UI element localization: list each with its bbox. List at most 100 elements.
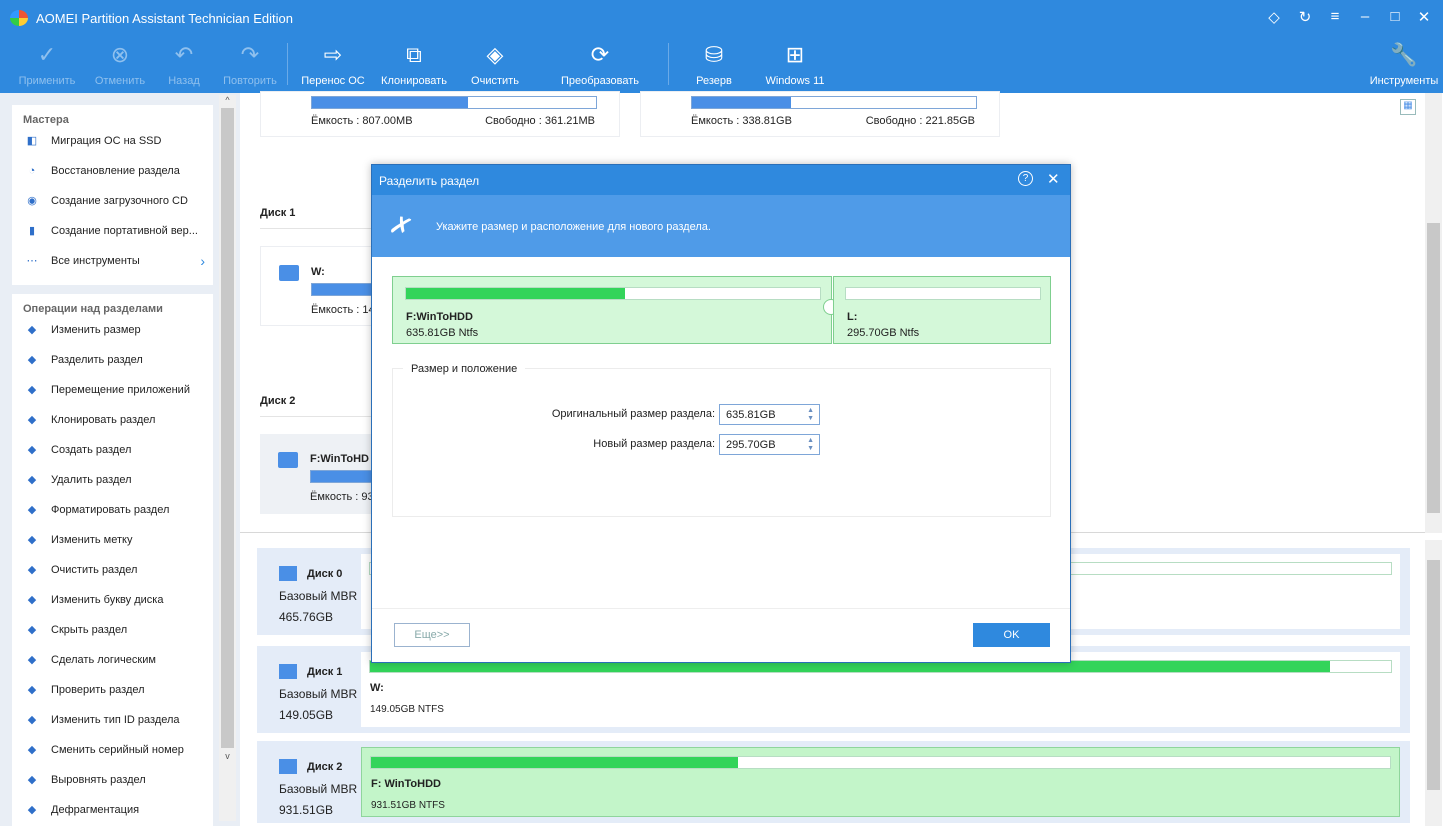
- capacity-text: Ёмкость : 807.00MB: [311, 115, 413, 127]
- disk2-heading: Диск 2: [260, 395, 296, 407]
- partition-usage-fill: [370, 661, 1330, 672]
- sidebar-item[interactable]: ⋯ Все инструменты ›: [12, 246, 213, 276]
- sidebar-item-icon: ◆: [27, 684, 37, 696]
- sidebar-item-label: Форматировать раздел: [51, 504, 170, 516]
- sidebar-scrollbar[interactable]: ^ v: [219, 95, 236, 821]
- partition-card-w[interactable]: W: Ёмкость : 14: [260, 246, 391, 326]
- ok-button[interactable]: OK: [973, 623, 1050, 647]
- cancel-circle-icon: ⊗: [110, 42, 130, 67]
- disk-type: Базовый MBR: [279, 782, 358, 796]
- left-partition-block[interactable]: F:WinToHDD 635.81GB Ntfs: [392, 276, 832, 344]
- diskmap-scrollbar[interactable]: [1425, 540, 1442, 826]
- sidebar-item-icon: ⋯: [26, 255, 38, 267]
- split-partition-dialog: Разделить раздел ? ✕ ✗ Укажите размер и …: [371, 164, 1071, 663]
- toolbar-button-0[interactable]: ✓ Применить: [7, 37, 87, 93]
- disk-partition-area[interactable]: W: 149.05GB NTFS: [361, 652, 1400, 727]
- sidebar-item-label: Все инструменты: [51, 255, 140, 267]
- toolbar-button-9[interactable]: ⊞ Windows 11: [755, 37, 835, 93]
- sidebar-item-label: Изменить метку: [51, 534, 133, 546]
- partition-name: F: WinToHDD: [371, 778, 441, 790]
- disk-name: Диск 0: [307, 568, 343, 580]
- sidebar-item-label: Клонировать раздел: [51, 414, 156, 426]
- toolbar-button-4[interactable]: ⇨ Перенос ОС: [293, 37, 373, 93]
- sidebar-item[interactable]: ◆ Выровнять раздел: [12, 765, 213, 795]
- sidebar-item-icon: ◆: [27, 804, 37, 816]
- sidebar-item[interactable]: ◆ Изменить размер: [12, 315, 213, 345]
- sidebar-item-icon: ◆: [27, 474, 37, 486]
- help-icon[interactable]: ?: [1018, 171, 1033, 186]
- sidebar-item-icon: ◆: [27, 714, 37, 726]
- sidebar-item-icon: ◆: [27, 354, 37, 366]
- wipe-icon: ◈: [486, 42, 504, 67]
- sidebar-item-label: Перемещение приложений: [51, 384, 190, 396]
- refresh-icon[interactable]: ↻: [1298, 9, 1312, 26]
- sidebar-item[interactable]: ◆ Скрыть раздел: [12, 615, 213, 645]
- close-button[interactable]: ✕: [1417, 9, 1431, 26]
- upgrade-diamond-icon[interactable]: ◇: [1268, 9, 1280, 26]
- original-size-stepper[interactable]: 635.81GB ▲ ▼: [719, 404, 820, 425]
- sidebar-item-icon: ◆: [27, 564, 37, 576]
- toolbar-button-10[interactable]: 🔧 Инструменты: [1365, 37, 1443, 93]
- sidebar-item[interactable]: ◧ Миграция ОС на SSD: [12, 126, 213, 156]
- toolbar-button-3[interactable]: ↷ Повторить: [210, 37, 290, 93]
- toolbar-separator: [287, 43, 288, 85]
- sidebar-item[interactable]: ◆ Изменить метку: [12, 525, 213, 555]
- partition-name: W:: [370, 682, 384, 694]
- sidebar-scroll-thumb[interactable]: [221, 108, 234, 748]
- right-partition-block[interactable]: L: 295.70GB Ntfs: [833, 276, 1051, 344]
- sidebar-item-label: Миграция ОС на SSD: [51, 135, 162, 147]
- dialog-title-bar: Разделить раздел ? ✕: [372, 165, 1070, 195]
- toolbar-label: Отменить: [94, 75, 146, 87]
- toolbar-button-7[interactable]: ⟳ Преобразовать: [560, 37, 640, 93]
- redo-icon: ↷: [240, 42, 260, 67]
- sidebar-item[interactable]: ◆ Разделить раздел: [12, 345, 213, 375]
- sidebar-item[interactable]: ◆ Перемещение приложений: [12, 375, 213, 405]
- disk-name: Диск 2: [307, 761, 343, 773]
- sidebar-item[interactable]: ◆ Изменить букву диска: [12, 585, 213, 615]
- toolbar-label: Клонировать: [381, 75, 447, 87]
- sidebar-item[interactable]: ◆ Создать раздел: [12, 435, 213, 465]
- partition-card-f[interactable]: F:WinToHD Ёмкость : 93: [260, 434, 390, 514]
- sidebar-item[interactable]: ◆ Клонировать раздел: [12, 405, 213, 435]
- toolbar-button-2[interactable]: ↶ Назад: [144, 37, 224, 93]
- sidebar-item-icon: ◆: [27, 504, 37, 516]
- view-toggle-icon[interactable]: ▦: [1400, 99, 1416, 115]
- sidebar-item[interactable]: ◆ Сменить серийный номер: [12, 735, 213, 765]
- maximize-button[interactable]: □: [1390, 8, 1400, 25]
- dialog-close-button[interactable]: ✕: [1047, 171, 1060, 188]
- sidebar-item[interactable]: ◉ Создание загрузочного CD: [12, 186, 213, 216]
- sidebar-item[interactable]: ▮ Создание портативной вер...: [12, 216, 213, 246]
- sidebar-item[interactable]: ◆ Удалить раздел: [12, 465, 213, 495]
- main-scrollbar-top[interactable]: [1425, 93, 1442, 533]
- partition-usage-bar: [370, 756, 1391, 769]
- toolbar-button-8[interactable]: ⛁ Резерв: [674, 37, 754, 93]
- backup-icon: ⛁: [704, 42, 724, 67]
- toolbar-button-5[interactable]: ⧉ Клонировать: [374, 37, 454, 93]
- sidebar-item[interactable]: ◆ Дефрагментация: [12, 795, 213, 825]
- sidebar-item[interactable]: ◆ Изменить тип ID раздела: [12, 705, 213, 735]
- sidebar-item-label: Сменить серийный номер: [51, 744, 184, 756]
- disk-type: Базовый MBR: [279, 687, 358, 701]
- sidebar-item[interactable]: ◆ Форматировать раздел: [12, 495, 213, 525]
- capacity-text: Ёмкость : 93: [310, 491, 374, 503]
- undo-icon: ↶: [174, 42, 194, 67]
- operations-panel: Операции над разделами ◆ Изменить размер ◆…: [12, 294, 213, 834]
- partition-fs: 149.05GB NTFS: [370, 704, 444, 715]
- minimize-button[interactable]: –: [1360, 8, 1370, 25]
- toolbar-button-1[interactable]: ⊗ Отменить: [80, 37, 160, 93]
- partition-card[interactable]: Ёмкость : 338.81GB Свободно : 221.85GB: [640, 91, 1000, 137]
- disk-map-row[interactable]: Диск 2 Базовый MBR 931.51GB F: WinToHDD 931.…: [257, 741, 1410, 823]
- disk-icon: [279, 664, 297, 679]
- toolbar-button-6[interactable]: ◈ Очистить: [455, 37, 535, 93]
- usage-bar: [312, 97, 469, 108]
- sidebar-item[interactable]: ◆ Сделать логическим: [12, 645, 213, 675]
- sidebar-item[interactable]: ◔ Восстановление раздела: [12, 156, 213, 186]
- more-button[interactable]: Еще>>: [394, 623, 470, 647]
- disk-size: 931.51GB: [279, 803, 334, 817]
- disk-partition-area[interactable]: F: WinToHDD 931.51GB NTFS: [361, 747, 1400, 817]
- new-size-stepper[interactable]: 295.70GB ▲ ▼: [719, 434, 820, 455]
- sidebar-item[interactable]: ◆ Проверить раздел: [12, 675, 213, 705]
- menu-icon[interactable]: ≡: [1330, 8, 1340, 25]
- partition-card[interactable]: Ёмкость : 807.00MB Свободно : 361.21MB: [260, 91, 620, 137]
- sidebar-item[interactable]: ◆ Очистить раздел: [12, 555, 213, 585]
